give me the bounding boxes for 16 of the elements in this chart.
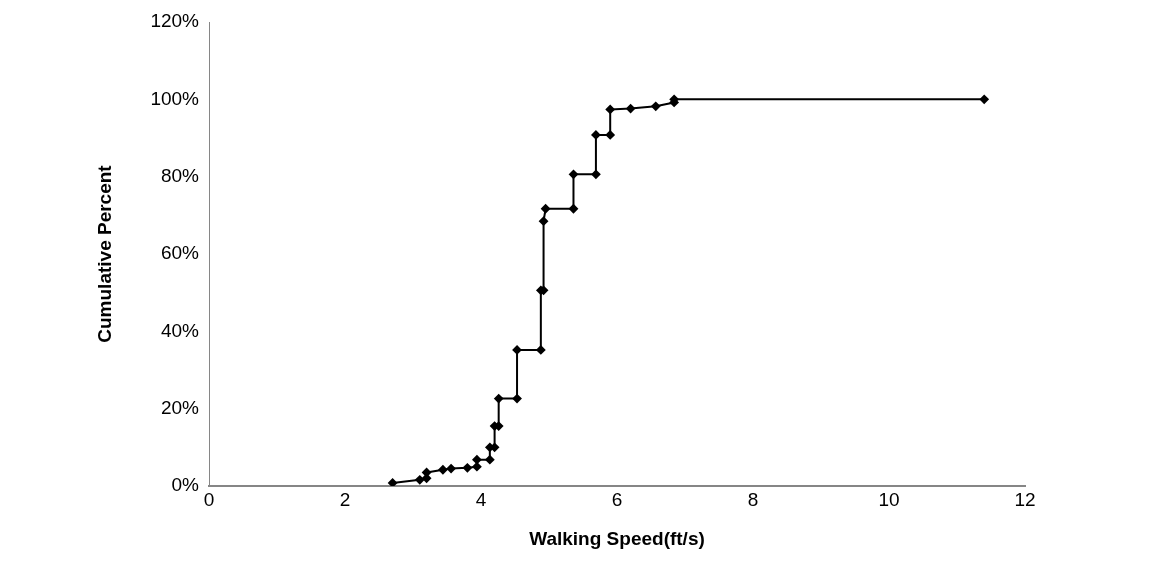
y-tick-label: 20% xyxy=(160,396,200,418)
y-axis-title: Cumulative Percent xyxy=(93,164,115,343)
x-tick-label: 8 xyxy=(747,488,759,510)
y-tick-label: 60% xyxy=(160,242,200,264)
y-tick-label: 40% xyxy=(160,319,200,341)
x-tick-label: 10 xyxy=(878,488,900,510)
y-tick-label: 0% xyxy=(171,474,200,496)
x-tick-label: 4 xyxy=(475,488,487,510)
x-tick-label: 6 xyxy=(611,488,623,510)
x-tick-label: 2 xyxy=(339,488,351,510)
y-tick-label: 80% xyxy=(160,164,200,186)
x-tick-label: 12 xyxy=(1014,488,1036,510)
x-axis-title: Walking Speed(ft/s) xyxy=(529,527,705,549)
y-tick-label: 100% xyxy=(150,87,200,109)
x-tick-label: 0 xyxy=(203,488,215,510)
y-tick-label: 120% xyxy=(150,10,200,32)
